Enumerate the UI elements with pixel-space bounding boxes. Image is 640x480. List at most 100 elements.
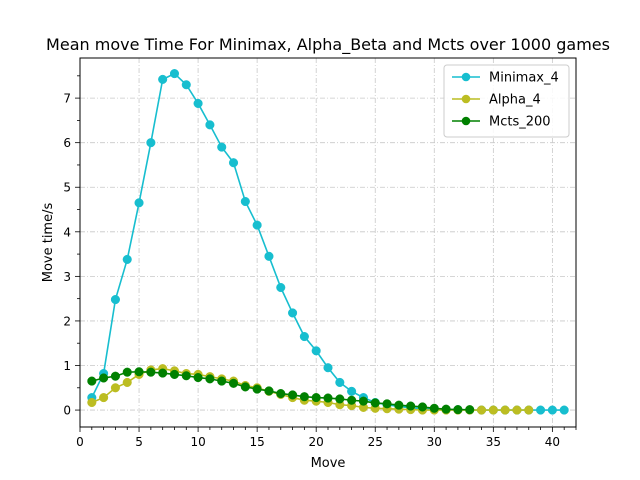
data-point: [264, 251, 274, 261]
data-point: [417, 402, 428, 412]
data-point: [99, 393, 109, 403]
data-point: [288, 390, 298, 400]
data-point: [547, 405, 557, 415]
data-point: [217, 376, 227, 386]
data-point: [276, 282, 286, 293]
data-point: [99, 373, 109, 383]
y-tick-label: 2: [63, 314, 71, 328]
data-point: [453, 405, 463, 415]
y-tick-label: 3: [63, 270, 71, 284]
series-layer: [87, 69, 569, 415]
data-point: [288, 308, 298, 318]
data-point: [205, 374, 215, 384]
data-point: [382, 399, 392, 409]
data-point: [465, 405, 475, 415]
data-point: [347, 395, 357, 405]
data-point: [347, 386, 357, 396]
data-point: [110, 383, 120, 393]
data-point: [217, 142, 227, 152]
data-point: [169, 369, 180, 379]
chart-title: Mean move Time For Minimax, Alpha_Beta a…: [46, 35, 610, 55]
data-point: [299, 331, 309, 342]
data-point: [181, 80, 191, 90]
data-point: [394, 400, 404, 410]
x-tick-label: 10: [190, 435, 205, 449]
x-tick-label: 0: [76, 435, 84, 449]
data-point: [500, 405, 510, 415]
data-point: [205, 120, 215, 130]
data-point: [122, 367, 132, 377]
data-point: [193, 372, 203, 383]
data-point: [335, 377, 345, 387]
series-Mcts_200: [87, 367, 475, 415]
data-point: [559, 405, 569, 415]
data-point: [323, 393, 333, 403]
y-tick-label: 5: [63, 181, 71, 195]
data-point: [158, 368, 168, 378]
data-point: [146, 367, 156, 377]
data-point: [476, 405, 487, 415]
data-point: [264, 386, 274, 396]
data-point: [441, 404, 451, 414]
x-tick-label: 15: [250, 435, 265, 449]
data-point: [240, 382, 250, 392]
x-tick-label: 40: [545, 435, 560, 449]
legend-marker: [461, 116, 471, 126]
x-tick-label: 30: [427, 435, 442, 449]
x-axis-label: Move: [311, 456, 346, 471]
legend-label: Minimax_4: [489, 71, 559, 86]
legend-item: Mcts_200: [452, 115, 551, 130]
data-point: [87, 397, 97, 408]
data-point: [134, 367, 144, 377]
data-point: [193, 98, 203, 109]
legend-marker: [461, 94, 471, 104]
data-point: [429, 403, 439, 413]
data-point: [370, 398, 380, 408]
y-tick-label: 6: [63, 136, 71, 150]
y-tick-label: 0: [63, 404, 71, 418]
y-axis-ticks: 0 1 2 3 4 5 6 7: [63, 75, 80, 418]
data-point: [299, 392, 309, 402]
legend-label: Alpha_4: [489, 93, 541, 108]
data-point: [406, 401, 416, 411]
data-point: [122, 254, 132, 264]
legend: Minimax_4 Alpha_4 Mcts_200: [443, 64, 570, 138]
data-point: [488, 405, 498, 415]
data-point: [252, 220, 262, 230]
data-point: [87, 376, 97, 386]
data-point: [110, 294, 120, 305]
data-point: [311, 393, 321, 403]
data-point: [158, 74, 168, 84]
y-axis-label: Move time/s: [41, 203, 56, 283]
data-point: [311, 346, 321, 356]
x-tick-label: 5: [135, 435, 143, 449]
data-point: [122, 377, 132, 387]
y-tick-label: 1: [63, 359, 71, 373]
data-point: [536, 405, 546, 415]
data-point: [228, 158, 239, 168]
x-axis-ticks: 0 5 10 15 20 25 30 35 40: [76, 427, 577, 449]
data-point: [323, 363, 333, 373]
legend-label: Mcts_200: [489, 115, 551, 130]
data-point: [240, 196, 250, 207]
data-point: [524, 405, 534, 415]
y-tick-label: 7: [63, 92, 71, 106]
data-point: [146, 138, 156, 148]
legend-item: Alpha_4: [452, 93, 541, 108]
data-point: [358, 396, 368, 406]
data-point: [228, 378, 239, 388]
data-point: [169, 69, 180, 79]
x-tick-label: 35: [486, 435, 501, 449]
data-point: [181, 371, 191, 381]
x-tick-label: 25: [368, 435, 383, 449]
legend-marker: [461, 72, 471, 82]
data-point: [252, 384, 262, 394]
data-point: [110, 371, 120, 381]
data-point: [335, 394, 345, 404]
x-tick-label: 20: [309, 435, 324, 449]
legend-box: [443, 64, 570, 138]
legend-item: Minimax_4: [452, 71, 559, 86]
data-point: [512, 405, 522, 415]
data-point: [276, 389, 286, 399]
